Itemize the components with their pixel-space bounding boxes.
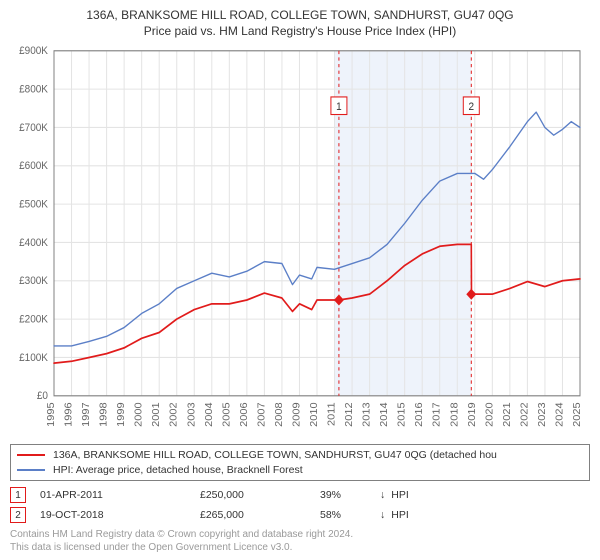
svg-text:2025: 2025 <box>571 402 582 427</box>
svg-text:1996: 1996 <box>63 402 74 427</box>
sale-vs-label: HPI <box>391 509 409 521</box>
svg-text:2020: 2020 <box>484 402 495 427</box>
svg-text:£100K: £100K <box>19 351 48 364</box>
svg-text:2024: 2024 <box>554 402 565 427</box>
svg-text:2017: 2017 <box>431 402 442 427</box>
svg-text:2009: 2009 <box>291 402 302 427</box>
legend-swatch <box>17 469 45 471</box>
sale-row: 1 01-APR-2011£250,00039%↓ HPI <box>10 487 590 503</box>
footer-line-2: This data is licensed under the Open Gov… <box>10 542 590 555</box>
svg-text:£600K: £600K <box>19 160 48 173</box>
down-arrow-icon: ↓ <box>380 489 385 501</box>
svg-text:2003: 2003 <box>186 402 197 427</box>
footer: Contains HM Land Registry data © Crown c… <box>10 529 590 554</box>
chart-container: 136A, BRANKSOME HILL ROAD, COLLEGE TOWN,… <box>0 0 600 560</box>
svg-text:2022: 2022 <box>519 402 530 427</box>
svg-text:2: 2 <box>469 101 475 114</box>
svg-text:2012: 2012 <box>343 402 354 427</box>
sale-marker: 1 <box>10 487 26 503</box>
svg-text:2000: 2000 <box>133 402 144 427</box>
svg-text:£0: £0 <box>37 390 48 403</box>
footer-line-1: Contains HM Land Registry data © Crown c… <box>10 529 590 542</box>
legend-item: HPI: Average price, detached house, Brac… <box>17 463 583 478</box>
sale-date: 01-APR-2011 <box>40 489 200 501</box>
svg-text:1997: 1997 <box>80 402 91 427</box>
svg-text:1995: 1995 <box>45 402 56 427</box>
svg-text:£900K: £900K <box>19 45 48 58</box>
title-main: 136A, BRANKSOME HILL ROAD, COLLEGE TOWN,… <box>10 8 590 22</box>
svg-text:2018: 2018 <box>449 402 460 427</box>
svg-text:2023: 2023 <box>536 402 547 427</box>
svg-text:2016: 2016 <box>414 402 425 427</box>
legend-label: 136A, BRANKSOME HILL ROAD, COLLEGE TOWN,… <box>53 448 497 463</box>
svg-text:2013: 2013 <box>361 402 372 427</box>
sale-marker: 2 <box>10 507 26 523</box>
svg-text:2004: 2004 <box>203 402 214 427</box>
sale-pct: 58% <box>320 509 380 521</box>
svg-text:£800K: £800K <box>19 83 48 96</box>
title-sub: Price paid vs. HM Land Registry's House … <box>10 24 590 38</box>
svg-text:2008: 2008 <box>273 402 284 427</box>
svg-text:2007: 2007 <box>256 402 267 427</box>
sale-pct: 39% <box>320 489 380 501</box>
svg-text:2005: 2005 <box>221 402 232 427</box>
sale-vs-label: HPI <box>391 489 409 501</box>
svg-text:2015: 2015 <box>396 402 407 427</box>
svg-text:1: 1 <box>336 101 342 114</box>
svg-text:1999: 1999 <box>116 402 127 427</box>
svg-text:2006: 2006 <box>238 402 249 427</box>
svg-text:£300K: £300K <box>19 275 48 288</box>
svg-text:2021: 2021 <box>501 402 512 427</box>
svg-text:1998: 1998 <box>98 402 109 427</box>
svg-text:2019: 2019 <box>466 402 477 427</box>
svg-text:£400K: £400K <box>19 236 48 249</box>
sale-date: 19-OCT-2018 <box>40 509 200 521</box>
svg-text:2010: 2010 <box>308 402 319 427</box>
svg-text:2001: 2001 <box>151 402 162 427</box>
sale-annotations: 1 01-APR-2011£250,00039%↓ HPI 2 19-OCT-2018£… <box>10 487 590 527</box>
svg-text:£500K: £500K <box>19 198 48 211</box>
sale-price: £265,000 <box>200 509 320 521</box>
down-arrow-icon: ↓ <box>380 509 385 521</box>
legend: 136A, BRANKSOME HILL ROAD, COLLEGE TOWN,… <box>10 444 590 481</box>
chart-area: £0 £100K £200K £300K £400K £500K £600K £700K £80… <box>10 42 590 438</box>
svg-text:2014: 2014 <box>379 402 390 427</box>
titles: 136A, BRANKSOME HILL ROAD, COLLEGE TOWN,… <box>10 8 590 42</box>
svg-text:£200K: £200K <box>19 313 48 326</box>
svg-text:2011: 2011 <box>326 402 337 426</box>
legend-swatch <box>17 454 45 456</box>
line-chart: £0 £100K £200K £300K £400K £500K £600K £700K £80… <box>10 42 590 438</box>
legend-item: 136A, BRANKSOME HILL ROAD, COLLEGE TOWN,… <box>17 448 583 463</box>
sale-price: £250,000 <box>200 489 320 501</box>
svg-text:2002: 2002 <box>168 402 179 427</box>
svg-text:£700K: £700K <box>19 121 48 134</box>
legend-label: HPI: Average price, detached house, Brac… <box>53 463 303 478</box>
sale-row: 2 19-OCT-2018£265,00058%↓ HPI <box>10 507 590 523</box>
